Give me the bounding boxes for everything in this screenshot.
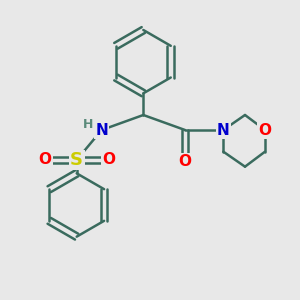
- Text: O: O: [38, 152, 52, 167]
- Text: O: O: [102, 152, 115, 167]
- Text: N: N: [217, 122, 230, 137]
- Text: N: N: [95, 122, 108, 137]
- Text: O: O: [178, 154, 191, 169]
- Text: H: H: [82, 118, 93, 130]
- Text: O: O: [259, 122, 272, 137]
- Text: S: S: [70, 151, 83, 169]
